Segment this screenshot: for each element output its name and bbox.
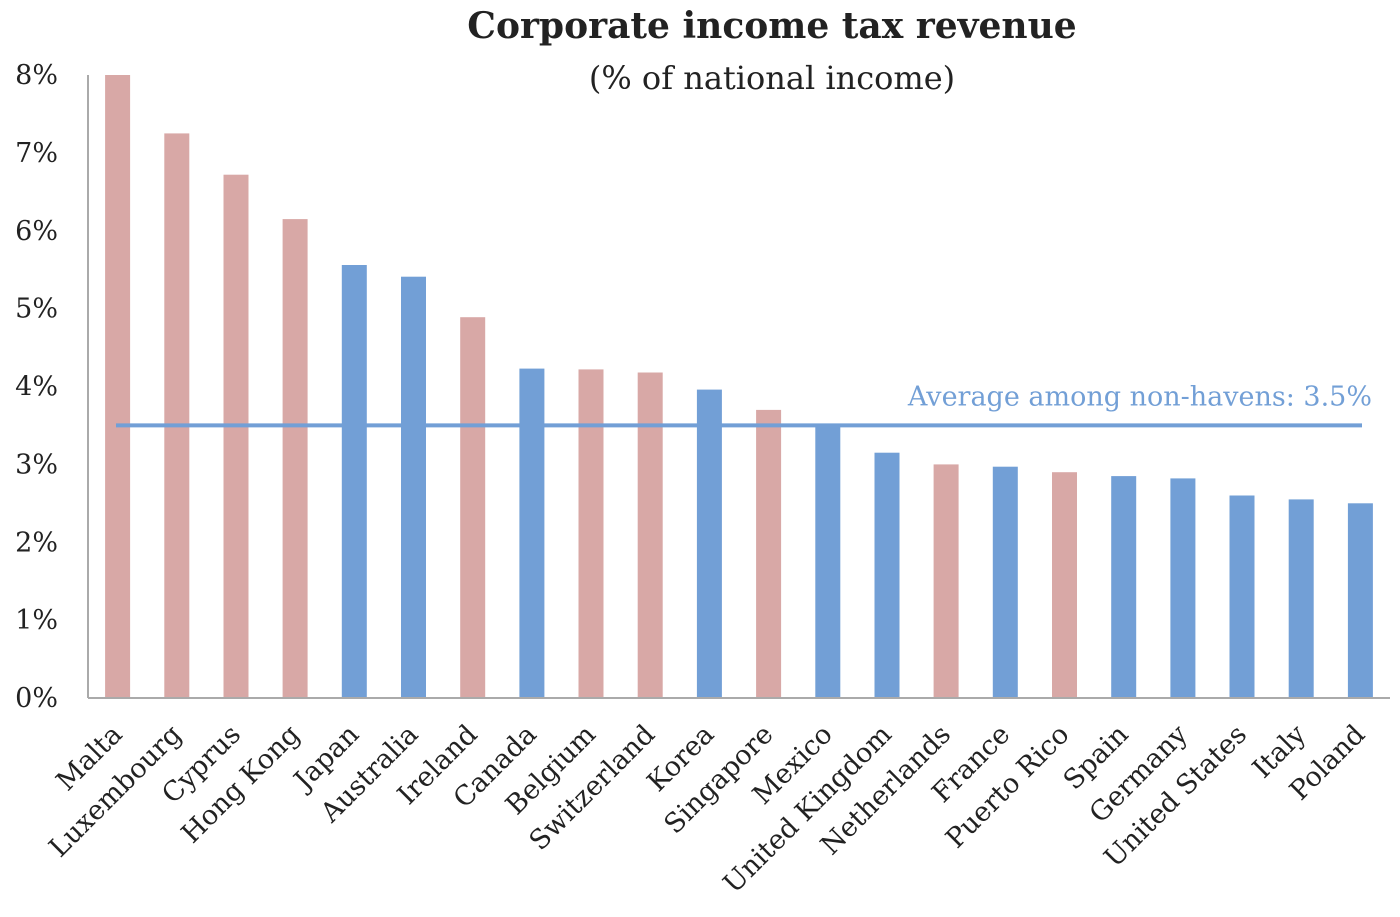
bar bbox=[1288, 499, 1314, 698]
bar bbox=[1111, 476, 1137, 698]
bar bbox=[223, 174, 249, 698]
bar bbox=[578, 369, 604, 698]
bar bbox=[874, 452, 900, 698]
y-tick-label: 0% bbox=[15, 683, 58, 714]
y-tick-label: 6% bbox=[15, 216, 58, 247]
chart-subtitle: (% of national income) bbox=[589, 59, 955, 97]
y-tick-label: 3% bbox=[15, 449, 58, 480]
y-tick-label: 8% bbox=[15, 60, 58, 91]
y-tick-label: 1% bbox=[15, 605, 58, 636]
bar bbox=[756, 409, 782, 698]
bar bbox=[341, 265, 367, 698]
y-axis-ticks: 0% 1% 2% 3% 4% 5% 6% 7% 8% bbox=[15, 60, 58, 714]
bar bbox=[105, 75, 131, 698]
bar bbox=[401, 276, 426, 698]
bar bbox=[815, 423, 841, 698]
bar bbox=[1052, 472, 1077, 698]
average-label: Average among non-havens: 3.5% bbox=[907, 381, 1372, 412]
chart-title: Corporate income tax revenue bbox=[467, 5, 1076, 47]
y-tick-label: 7% bbox=[15, 138, 58, 169]
bar bbox=[282, 219, 308, 698]
bar bbox=[519, 368, 545, 698]
bar bbox=[460, 317, 486, 698]
y-tick-label: 5% bbox=[15, 294, 58, 325]
bar bbox=[696, 389, 722, 698]
bar bbox=[637, 372, 663, 698]
bar bbox=[933, 464, 959, 698]
y-tick-label: 2% bbox=[15, 527, 58, 558]
y-tick-label: 4% bbox=[15, 372, 58, 403]
bar bbox=[992, 466, 1018, 698]
bars bbox=[105, 75, 1373, 698]
bar bbox=[164, 133, 190, 698]
bar bbox=[1229, 495, 1255, 698]
bar bbox=[1347, 503, 1373, 698]
bar bbox=[1170, 478, 1196, 698]
